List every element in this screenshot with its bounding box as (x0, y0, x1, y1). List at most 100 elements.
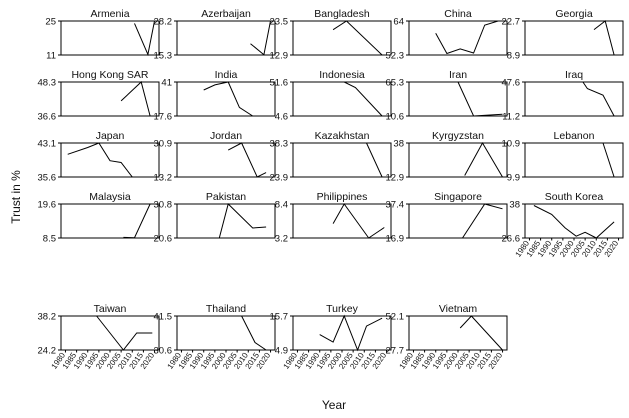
y-tick-label: 30.8 (154, 200, 173, 211)
panel-title: Japan (96, 130, 125, 142)
panels-group: Armenia 25 11 Azerbaijan 28.2 15.3 Bangladesh 2… (38, 8, 624, 371)
panel-title: Iran (449, 69, 467, 81)
panel-title: Kazakhstan (315, 130, 370, 142)
y-tick-label: 35.6 (38, 173, 57, 184)
panel-bangladesh: Bangladesh 23.5 12.9 (270, 8, 392, 62)
panel-title: Hong Kong SAR (71, 69, 148, 81)
trust-series-line (320, 316, 382, 350)
trust-series-line (251, 21, 271, 55)
y-tick-label: 38.2 (38, 312, 57, 323)
panel-taiwan: Taiwan38.224.219801985199019952000200520… (38, 303, 160, 371)
y-tick-label: 47.6 (502, 78, 521, 89)
panel-philippines: Philippines 8.4 3.2 (275, 191, 391, 245)
y-tick-label: 8.4 (275, 200, 288, 211)
trust-series-line (228, 143, 266, 177)
panel-iraq: Iraq 47.6 11.2 (502, 69, 624, 123)
y-tick-label: 41 (161, 78, 172, 89)
panel-title: Singapore (434, 191, 482, 203)
y-tick-label: 10.9 (502, 139, 521, 150)
panel-frame (177, 82, 275, 116)
y-tick-label: 13.2 (154, 173, 173, 184)
panel-title: Taiwan (94, 303, 127, 315)
panel-frame (177, 21, 275, 55)
trust-series-line (594, 21, 614, 55)
y-tick-label: 25 (45, 17, 56, 28)
panel-south-korea: South Korea3826.619801985199019952000200… (502, 191, 624, 259)
trust-series-line (333, 21, 382, 55)
panel-title: Thailand (206, 303, 246, 315)
panel-azerbaijan: Azerbaijan 28.2 15.3 (154, 8, 276, 62)
panel-japan: Japan 43.1 35.6 (38, 130, 160, 184)
panel-georgia: Georgia 22.7 8.9 (502, 8, 624, 62)
y-axis-label: Trust in % (9, 170, 23, 224)
panel-frame (61, 204, 159, 238)
y-tick-label: 26.6 (502, 234, 521, 245)
trust-series-line (204, 82, 253, 116)
y-tick-label: 52.3 (386, 51, 405, 62)
trust-series-line (458, 82, 503, 116)
panel-frame (525, 82, 623, 116)
trust-series-line (534, 206, 614, 239)
trust-series-line (367, 143, 383, 177)
panel-title: Lebanon (554, 130, 595, 142)
y-tick-label: 36.6 (38, 112, 57, 123)
panel-frame (177, 143, 275, 177)
panel-title: Philippines (317, 191, 368, 203)
y-tick-label: 38 (509, 200, 520, 211)
y-tick-label: 23.5 (270, 17, 289, 28)
y-tick-label: 17.6 (154, 112, 173, 123)
y-tick-label: 22.7 (502, 17, 521, 28)
panel-frame (293, 143, 391, 177)
panel-title: Pakistan (206, 191, 246, 203)
y-tick-label: 51.6 (270, 78, 289, 89)
panel-frame (409, 316, 507, 350)
trust-series-line (68, 143, 153, 177)
panel-jordan: Jordan 30.9 13.2 (154, 130, 276, 184)
trust-series-line (135, 21, 155, 55)
trust-series-line (123, 204, 150, 238)
panel-india: India 41 17.6 (154, 69, 276, 123)
trust-series-line (583, 82, 614, 116)
y-tick-label: 65.3 (386, 78, 405, 89)
panel-indonesia: Indonesia 51.6 4.6 (270, 69, 392, 123)
panel-pakistan: Pakistan 30.8 20.6 (154, 191, 276, 245)
y-tick-label: 4.6 (275, 112, 288, 123)
y-tick-label: 28.2 (154, 17, 173, 28)
panel-iran: Iran 65.3 10.6 (386, 69, 508, 123)
panel-title: Indonesia (319, 69, 365, 81)
y-tick-label: 16.9 (386, 234, 405, 245)
panel-title: China (444, 8, 472, 20)
y-tick-label: 41.5 (154, 312, 173, 323)
panel-malaysia: Malaysia 19.6 8.5 (38, 191, 160, 245)
panel-hong-kong-sar: Hong Kong SAR 48.3 36.6 (38, 69, 160, 123)
y-tick-label: 24.2 (38, 346, 57, 357)
panel-frame (409, 82, 507, 116)
trust-series-line (465, 143, 503, 177)
x-axis-label: Year (322, 398, 346, 412)
y-tick-label: 11.2 (502, 112, 520, 123)
panel-frame (525, 21, 623, 55)
panel-title: Georgia (555, 8, 593, 20)
trust-series-line (460, 316, 502, 350)
panel-frame (61, 21, 159, 55)
y-tick-label: 43.1 (38, 139, 57, 150)
panel-kyrgyzstan: Kyrgyzstan 38 12.9 (386, 130, 508, 184)
panel-title: Jordan (210, 130, 242, 142)
y-tick-label: 38 (393, 139, 404, 150)
y-tick-label: 37.4 (386, 200, 405, 211)
trust-series-line (242, 316, 267, 350)
panel-title: South Korea (545, 191, 604, 203)
y-tick-label: 64 (393, 17, 404, 28)
panel-thailand: Thailand41.530.6198019851990199520002005… (154, 303, 276, 371)
y-tick-label: 15.7 (270, 312, 289, 323)
y-tick-label: 38.3 (270, 139, 289, 150)
panel-lebanon: Lebanon 10.9 9.9 (502, 130, 624, 184)
trust-series-line (463, 204, 503, 238)
panel-title: Azerbaijan (201, 8, 251, 20)
y-tick-label: 23.9 (270, 173, 289, 184)
y-tick-label: 52.1 (386, 312, 405, 323)
trust-series-line (121, 82, 150, 116)
trust-series-line (219, 204, 266, 238)
y-tick-label: 8.9 (507, 51, 520, 62)
